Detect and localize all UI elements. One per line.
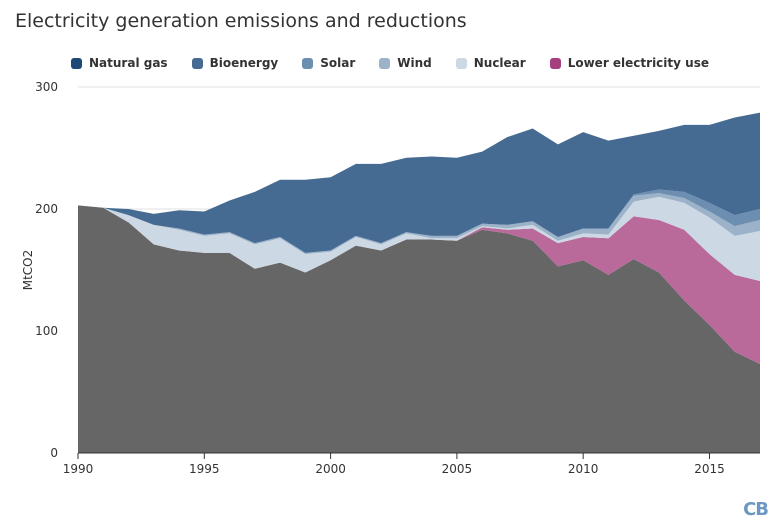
legend-item-bioenergy[interactable]: Bioenergy bbox=[191, 56, 279, 70]
legend-label-natural-gas: Natural gas bbox=[89, 56, 168, 70]
legend-label-lower-electricity-use: Lower electricity use bbox=[567, 56, 709, 70]
area-solar bbox=[78, 189, 760, 253]
legend-item-solar[interactable]: Solar bbox=[302, 56, 355, 70]
legend-swatch-bioenergy bbox=[191, 57, 203, 69]
legend-label-bioenergy: Bioenergy bbox=[209, 56, 279, 70]
stacked-areas bbox=[78, 112, 760, 453]
chart-title: Electricity generation emissions and red… bbox=[15, 10, 467, 32]
legend-swatch-wind bbox=[379, 57, 391, 69]
legend-item-nuclear[interactable]: Nuclear bbox=[455, 56, 526, 70]
legend-item-lower-electricity-use[interactable]: Lower electricity use bbox=[549, 56, 709, 70]
x-tick-label-2015: 2015 bbox=[694, 462, 725, 476]
area-bioenergy bbox=[78, 112, 760, 253]
x-tick-label-2010: 2010 bbox=[568, 462, 599, 476]
axes: 0 100 200 300 1990 1995 2000 2005 2010 2015 bbox=[35, 80, 760, 476]
y-axis-label: MtCO2 bbox=[21, 250, 35, 291]
area-lower-electricity-use bbox=[78, 205, 760, 364]
legend-item-natural-gas[interactable]: Natural gas bbox=[71, 56, 168, 70]
area-nuclear bbox=[78, 196, 760, 281]
carbon-brief-logo: CB bbox=[743, 499, 769, 520]
legend: Natural gas Bioenergy Solar Wind Nuclear… bbox=[0, 56, 780, 70]
x-tick-label-1990: 1990 bbox=[63, 462, 94, 476]
x-tick-label-2000: 2000 bbox=[315, 462, 346, 476]
y-tick-label-0: 0 bbox=[50, 446, 58, 460]
x-tick-label-2005: 2005 bbox=[442, 462, 473, 476]
legend-swatch-nuclear bbox=[455, 57, 467, 69]
legend-swatch-lower-electricity-use bbox=[549, 57, 561, 69]
y-tick-label-100: 100 bbox=[35, 324, 58, 338]
area-baseline-emissions bbox=[78, 205, 760, 453]
y-tick-label-300: 300 bbox=[35, 80, 58, 94]
legend-label-solar: Solar bbox=[320, 56, 356, 70]
legend-swatch-natural-gas bbox=[71, 57, 83, 69]
legend-label-nuclear: Nuclear bbox=[473, 56, 526, 70]
legend-swatch-solar bbox=[302, 57, 314, 69]
x-tick-label-1995: 1995 bbox=[189, 462, 220, 476]
legend-item-wind[interactable]: Wind bbox=[379, 56, 432, 70]
legend-label-wind: Wind bbox=[397, 56, 432, 70]
y-tick-label-200: 200 bbox=[35, 202, 58, 216]
